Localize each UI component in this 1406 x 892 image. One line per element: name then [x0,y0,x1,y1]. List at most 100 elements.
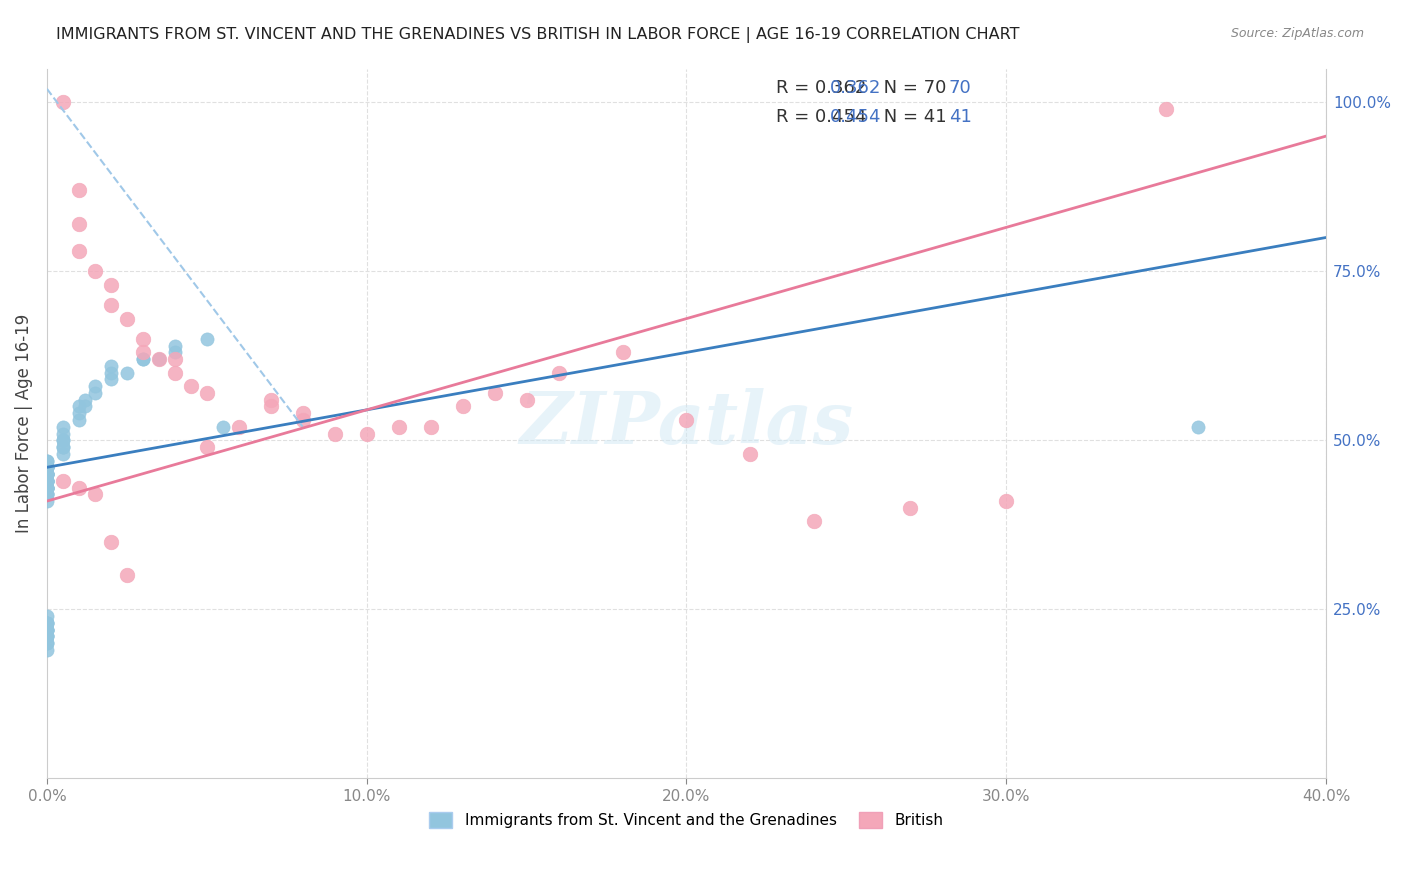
Point [675,413,697,427]
Point [163,352,186,367]
Point [35,615,58,630]
Point [163,338,186,352]
Point [67,217,90,231]
Text: 41: 41 [949,108,972,126]
Point [35,467,58,481]
Point [35,481,58,495]
Point [115,311,138,326]
Point [35,615,58,630]
Point [1154,102,1177,116]
Point [35,467,58,481]
Point [163,345,186,359]
Y-axis label: In Labor Force | Age 16-19: In Labor Force | Age 16-19 [15,314,32,533]
Point [67,481,90,495]
Point [83,379,105,393]
Point [612,345,634,359]
Text: 70: 70 [949,79,972,97]
Point [35,481,58,495]
Point [35,460,58,475]
Legend: Immigrants from St. Vincent and the Grenadines, British: Immigrants from St. Vincent and the Gren… [423,806,949,834]
Point [35,615,58,630]
Point [260,392,283,407]
Point [163,366,186,380]
Point [35,623,58,637]
Point [52,426,75,441]
Point [35,460,58,475]
Point [35,467,58,481]
Point [35,474,58,488]
Point [52,440,75,454]
Text: Source: ZipAtlas.com: Source: ZipAtlas.com [1230,27,1364,40]
Point [100,298,122,312]
Point [52,474,75,488]
Point [35,481,58,495]
Point [35,474,58,488]
Point [291,413,314,427]
Text: 0.362: 0.362 [830,79,882,97]
Point [35,467,58,481]
Point [52,434,75,448]
Point [260,400,283,414]
Point [35,629,58,643]
Point [132,352,155,367]
Point [803,515,825,529]
Text: R = 0.454   N = 41: R = 0.454 N = 41 [776,108,946,126]
Point [83,386,105,401]
Point [35,487,58,501]
Point [35,487,58,501]
Point [35,487,58,501]
Text: R = 0.362   N = 70: R = 0.362 N = 70 [776,79,946,97]
Point [52,434,75,448]
Point [148,352,170,367]
Point [115,568,138,582]
Point [75,392,97,407]
Point [35,609,58,624]
Point [228,419,250,434]
Point [115,366,138,380]
Point [83,487,105,501]
Point [52,419,75,434]
Point [100,366,122,380]
Point [67,413,90,427]
Text: IMMIGRANTS FROM ST. VINCENT AND THE GRENADINES VS BRITISH IN LABOR FORCE | AGE 1: IMMIGRANTS FROM ST. VINCENT AND THE GREN… [56,27,1019,43]
Point [1187,419,1209,434]
Point [195,332,218,346]
Point [52,447,75,461]
Point [516,392,538,407]
Text: 0.454: 0.454 [830,108,882,126]
Point [35,467,58,481]
Point [35,474,58,488]
Point [323,426,346,441]
Point [35,623,58,637]
Point [35,636,58,650]
Point [35,623,58,637]
Point [195,440,218,454]
Point [35,629,58,643]
Point [67,400,90,414]
Point [35,636,58,650]
Point [35,460,58,475]
Point [132,345,155,359]
Point [995,494,1018,508]
Point [35,474,58,488]
Point [100,372,122,386]
Point [132,332,155,346]
Point [740,447,762,461]
Point [35,494,58,508]
Text: ZIPatlas: ZIPatlas [519,388,853,458]
Point [419,419,441,434]
Point [356,426,378,441]
Point [148,352,170,367]
Point [35,474,58,488]
Point [67,244,90,258]
Point [52,95,75,110]
Point [35,453,58,467]
Point [35,467,58,481]
Point [35,460,58,475]
Point [180,379,202,393]
Point [388,419,411,434]
Point [35,623,58,637]
Point [35,460,58,475]
Point [67,183,90,197]
Point [484,386,506,401]
